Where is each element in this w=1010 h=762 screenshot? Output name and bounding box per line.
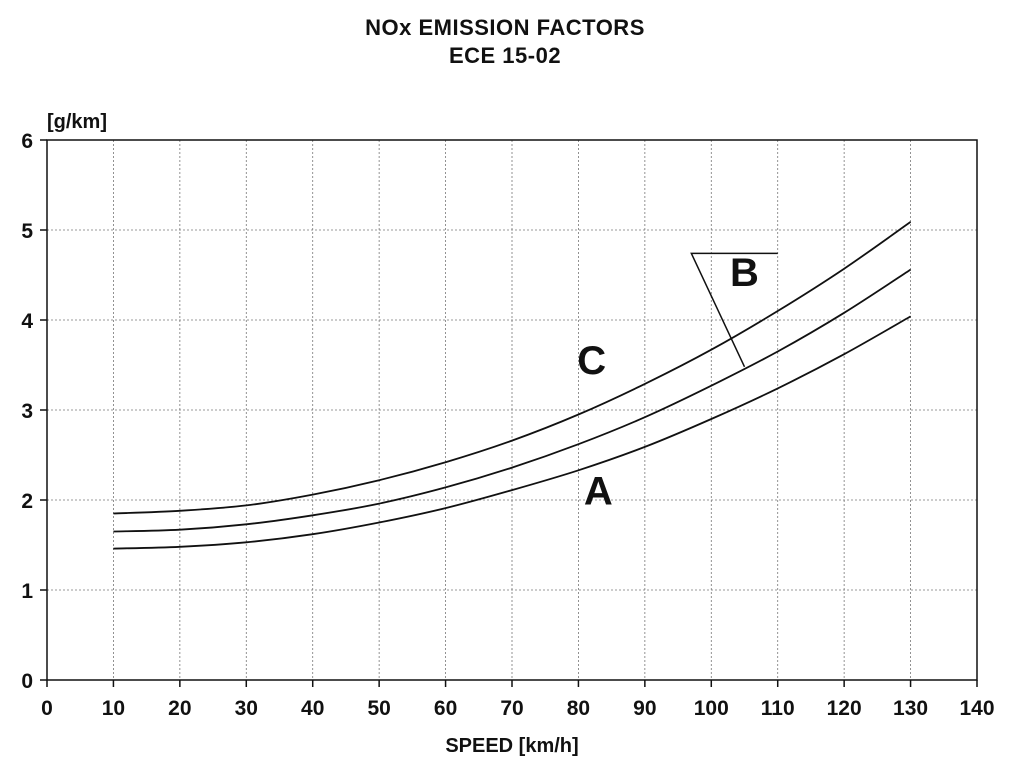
x-tick-label: 30 bbox=[235, 697, 258, 720]
series-layer bbox=[113, 221, 912, 550]
series-line-c bbox=[113, 221, 912, 515]
y-tick-label: 5 bbox=[21, 220, 33, 243]
x-tick-label: 70 bbox=[500, 697, 523, 720]
x-tick-label: 20 bbox=[168, 697, 191, 720]
x-tick-label: 60 bbox=[434, 697, 457, 720]
x-axis-label: SPEED [km/h] bbox=[445, 735, 578, 757]
y-axis-label: [g/km] bbox=[47, 111, 107, 133]
x-tick-label: 110 bbox=[761, 697, 795, 720]
x-tick-label: 100 bbox=[694, 697, 729, 720]
x-tick-label: 0 bbox=[41, 697, 53, 720]
x-tick-label: 120 bbox=[827, 697, 862, 720]
y-tick-label: 1 bbox=[21, 580, 33, 603]
leader-line-b bbox=[690, 252, 778, 368]
x-tick-label: 10 bbox=[102, 697, 125, 720]
curve-label-b: B bbox=[730, 251, 759, 295]
curve-label-c: C bbox=[577, 339, 606, 383]
x-tick-label: 40 bbox=[301, 697, 324, 720]
curve-label-a: A bbox=[584, 470, 613, 514]
series-line-b bbox=[113, 268, 912, 533]
y-tick-label: 0 bbox=[21, 670, 33, 693]
y-tick-label: 4 bbox=[21, 310, 33, 333]
chart-title-block: NOx EMISSION FACTORS ECE 15-02 bbox=[0, 14, 1010, 70]
y-tick-label: 6 bbox=[21, 130, 33, 153]
x-tick-label: 90 bbox=[633, 697, 656, 720]
ticks-layer: 0 10 20 30 40 50 60 70 80 90 100 110 120 130 140 0 1 2 3 4 5… bbox=[21, 130, 994, 720]
grid-layer bbox=[47, 140, 977, 680]
y-tick-label: 3 bbox=[21, 400, 33, 423]
chart-title: NOx EMISSION FACTORS bbox=[365, 15, 645, 40]
chart-subtitle: ECE 15-02 bbox=[448, 43, 562, 68]
series-line-a bbox=[113, 315, 912, 550]
x-tick-label: 130 bbox=[893, 697, 928, 720]
curve-labels-layer: A B C bbox=[577, 251, 778, 514]
x-tick-label: 50 bbox=[367, 697, 390, 720]
x-tick-label: 80 bbox=[567, 697, 590, 720]
y-tick-label: 2 bbox=[21, 490, 33, 513]
x-tick-label: 140 bbox=[959, 697, 994, 720]
